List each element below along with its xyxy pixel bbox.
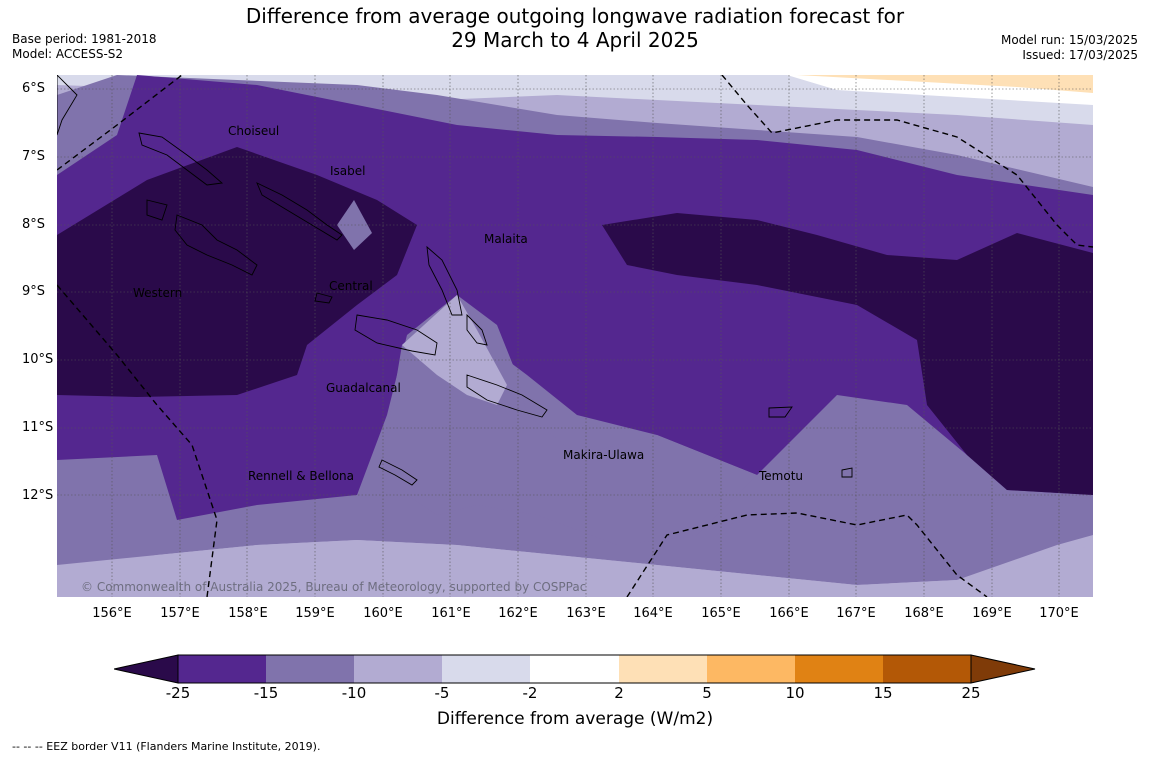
colorbar-swatch [530,655,619,683]
band-light-patch [402,295,507,405]
colorbar-tick: -5 [434,684,450,702]
colorbar-tick: 25 [961,684,981,702]
region-temotu: Temotu [758,469,803,483]
region-isabel: Isabel [330,164,365,178]
colorbar-swatch [266,655,354,683]
colorbar-swatch [707,655,795,683]
island-malaita-north [426,245,463,316]
lon-label: 164°E [633,606,673,621]
colorbar-tick: -10 [341,684,367,702]
colorbar-tick: 10 [785,684,805,702]
colorbar-tick: 15 [873,684,893,702]
lon-label: 167°E [836,606,876,621]
colorbar-tick: -25 [165,684,191,702]
lat-label: 7°S [22,149,46,164]
region-central: Central [329,279,373,293]
copyright-notice: © Commonwealth of Australia 2025, Bureau… [81,580,587,594]
coastlines [57,75,853,486]
eez-legend-footer: -- -- -- EEZ border V11 (Flanders Marine… [12,740,321,753]
title-line-2: 29 March to 4 April 2025 [451,28,699,52]
lon-label: 156°E [92,606,132,621]
lon-label: 162°E [498,606,538,621]
base-period: Base period: 1981-2018 [12,32,157,46]
colorbar-swatch [619,655,707,683]
colorbar-swatch [442,655,530,683]
colorbar-tick: -2 [522,684,538,702]
lon-label: 161°E [431,606,471,621]
lat-label: 6°S [22,81,46,96]
lon-label: 166°E [769,606,809,621]
lat-label: 11°S [22,420,54,435]
model-name: Model: ACCESS-S2 [12,47,124,61]
lon-label: 159°E [295,606,335,621]
region-choiseul: Choiseul [228,124,279,138]
island-malaita-south [466,313,488,346]
map-svg: Choiseul Isabel Malaita Western Central … [57,75,1093,597]
region-guadalcanal: Guadalcanal [326,381,401,395]
island-isabel [256,182,343,241]
region-rennell-bellona: Rennell & Bellona [248,469,354,483]
lon-label: 158°E [228,606,268,621]
graticule [57,75,1093,597]
colorbar-svg [113,654,1036,684]
band-light-bottom [57,540,1093,597]
colorbar-title: Difference from average (W/m2) [436,709,714,729]
region-makira-ulawa: Makira-Ulawa [563,448,644,462]
island-temotu-small [841,467,853,478]
lon-label: 170°E [1039,606,1079,621]
lat-label: 10°S [22,352,54,367]
colorbar-swatch [795,655,883,683]
lon-label: 165°E [701,606,741,621]
island-guadalcanal [354,314,438,356]
island-rennell [378,459,418,486]
model-run: Model run: 15/03/2025 [1000,33,1138,47]
lon-label: 169°E [972,606,1012,621]
colorbar-swatch [883,655,971,683]
island-makira [466,374,548,418]
lon-label: 160°E [363,606,403,621]
meta-left: Base period: 1981-2018 Model: ACCESS-S2 [12,32,157,62]
island-newgeorgia [174,214,258,276]
island-temotu-nendo [768,406,793,418]
band-deepest-east [602,213,1093,495]
island-choiseul [138,132,224,186]
lat-label: 12°S [22,488,54,503]
colorbar-swatch [354,655,442,683]
colorbar-arrow-low [114,655,178,683]
colorbar-tick: 5 [702,684,712,702]
lon-label: 168°E [904,606,944,621]
island-central [314,292,333,304]
colorbar-swatch [178,655,266,683]
island-bougainville [57,75,78,136]
lat-label: 9°S [22,284,46,299]
band-orange-top [797,75,1093,93]
island-vella [146,199,168,221]
lat-label: 8°S [22,217,46,232]
issued-date: Issued: 17/03/2025 [1022,48,1138,62]
eez-border [57,75,1093,597]
colorbar-tick: -15 [253,684,279,702]
forecast-map: Choiseul Isabel Malaita Western Central … [57,75,1093,597]
region-western: Western [133,286,182,300]
map-title: Difference from average outgoing longwav… [0,4,1150,52]
lon-label: 163°E [566,606,606,621]
lon-label: 157°E [160,606,200,621]
meta-right: Model run: 15/03/2025 Issued: 17/03/2025 [1001,33,1138,63]
colorbar-tick: 2 [614,684,624,702]
colorbar [113,654,1036,684]
colorbar-arrow-high [971,655,1035,683]
region-malaita: Malaita [484,232,528,246]
title-line-1: Difference from average outgoing longwav… [245,4,905,28]
